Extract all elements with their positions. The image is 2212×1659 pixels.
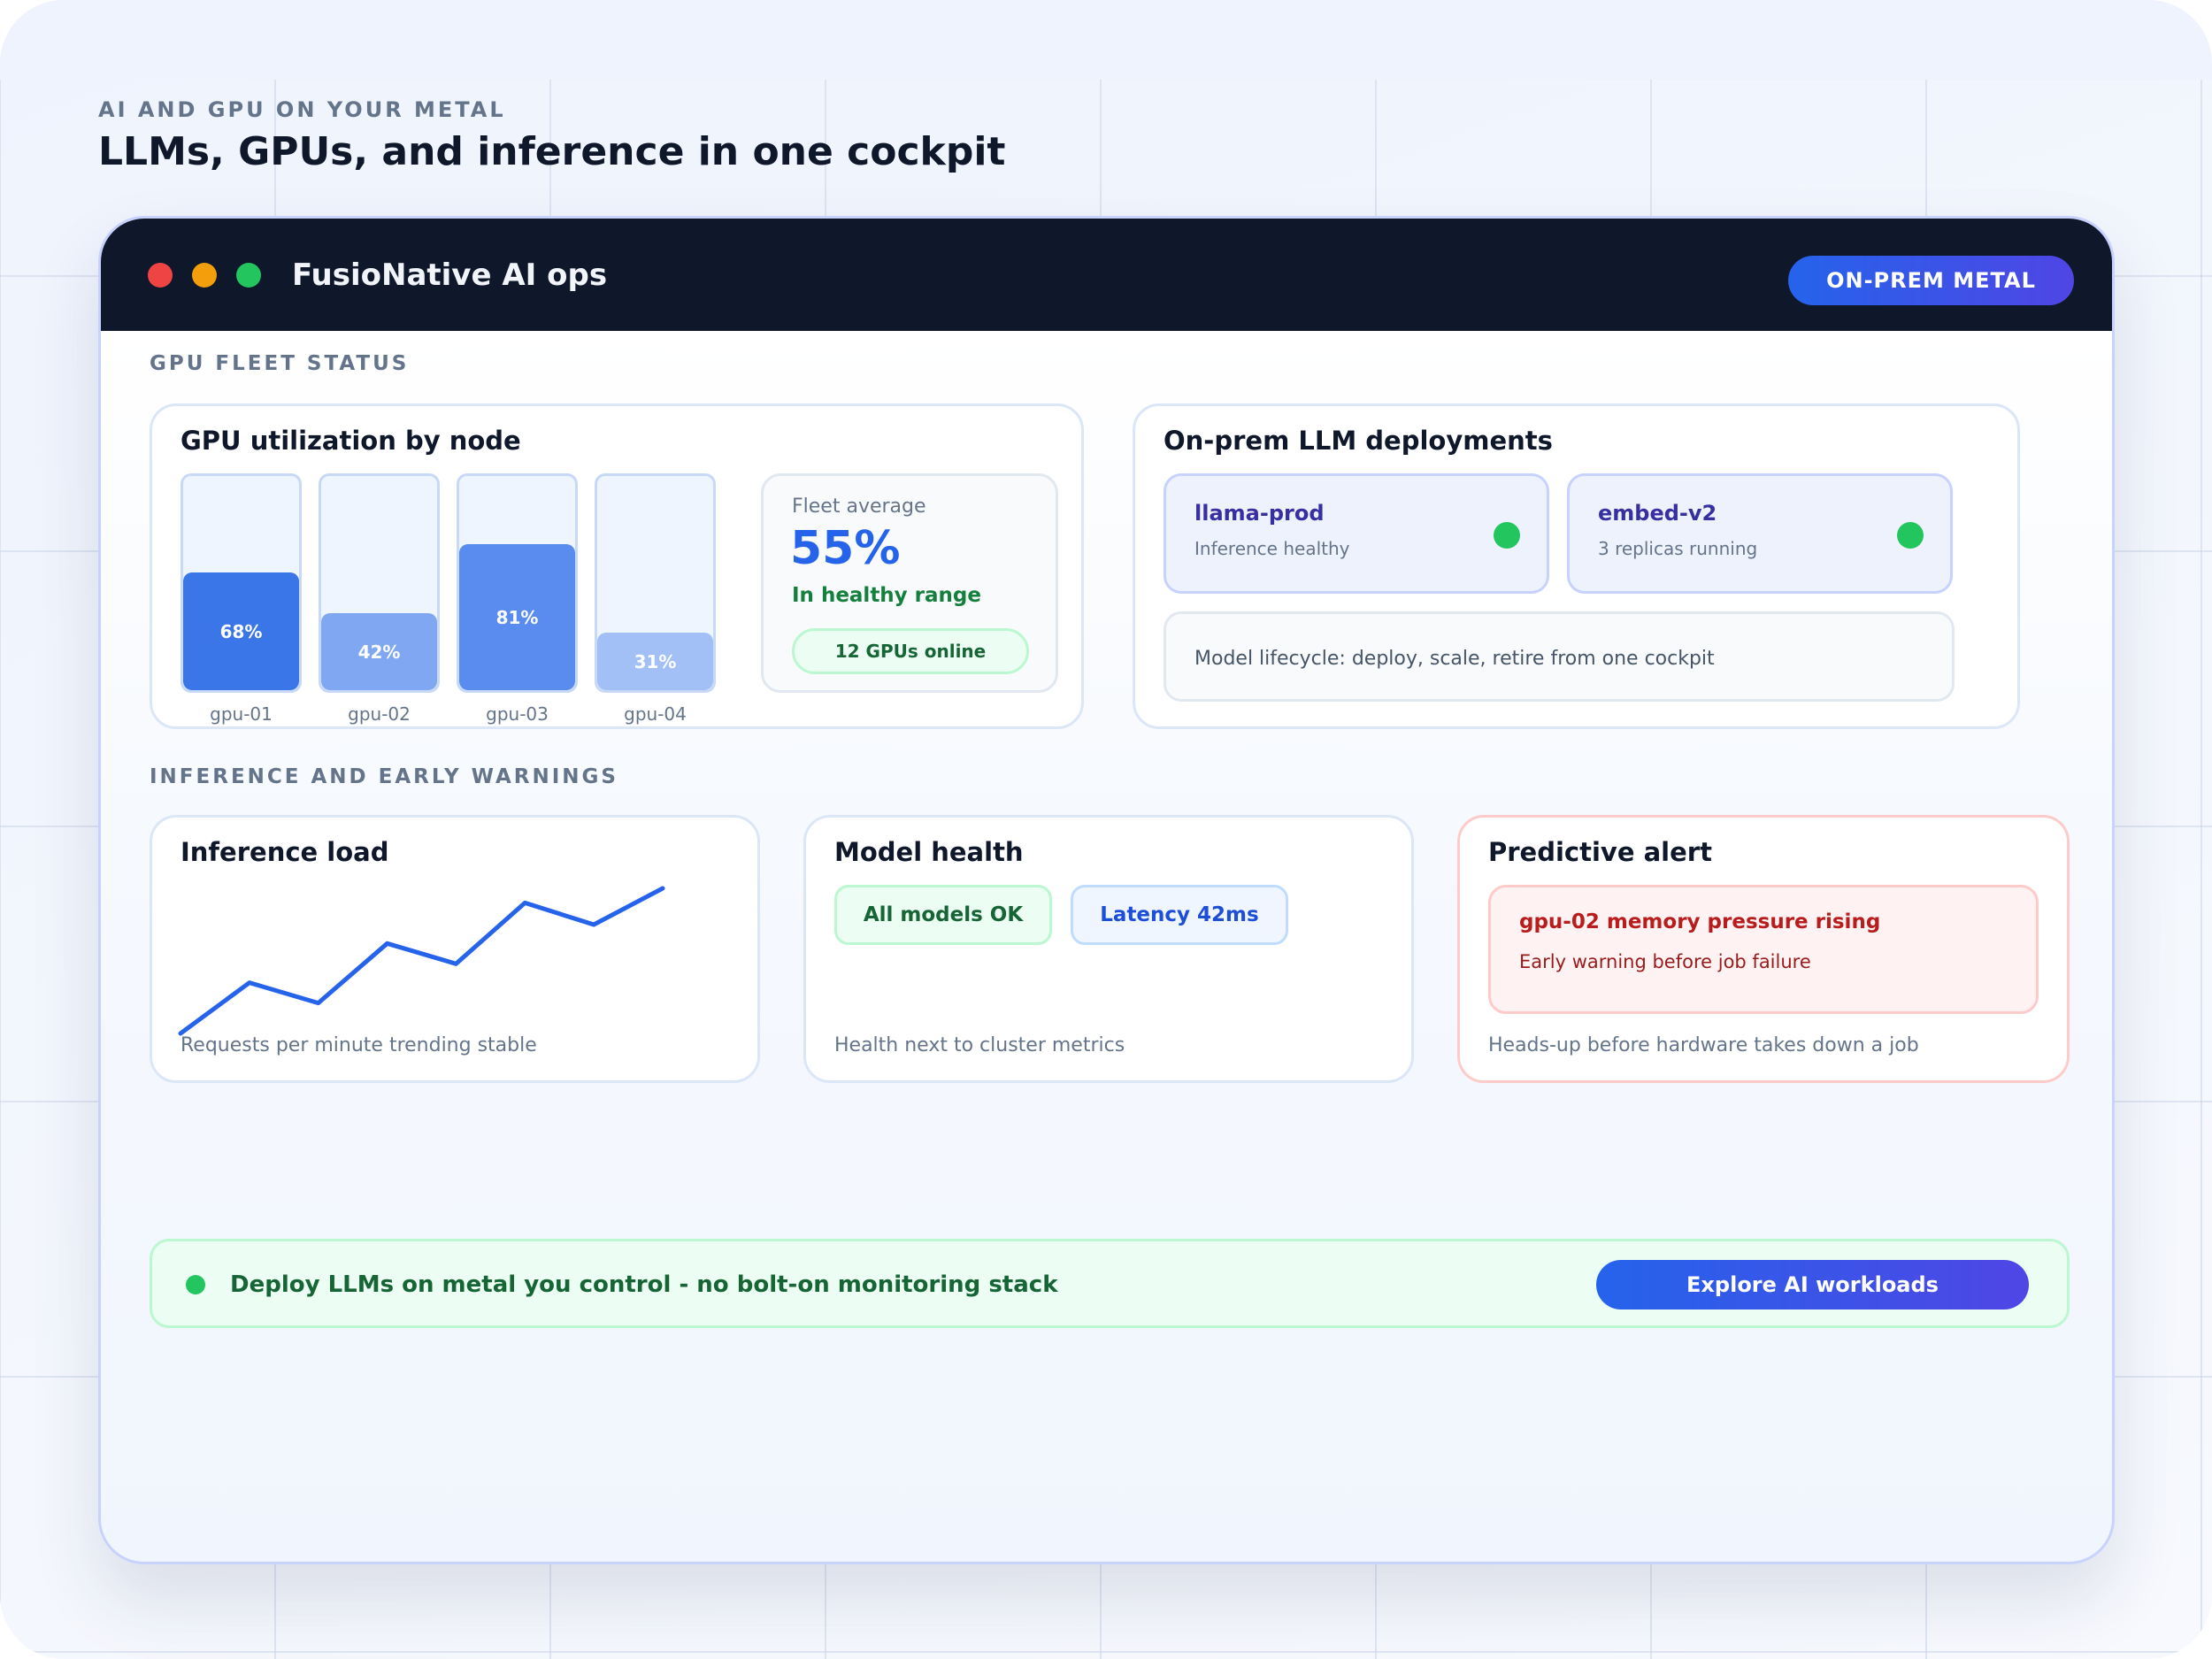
- deployment-name: llama-prod: [1194, 501, 1325, 526]
- maximize-window-button[interactable]: [236, 263, 261, 288]
- deployment-status: 3 replicas running: [1598, 538, 1758, 559]
- alert-item-title: gpu-02 memory pressure rising: [1519, 910, 1881, 933]
- predictive-alert-card: Predictive alert gpu-02 memory pressure …: [1457, 815, 2070, 1083]
- gpu-utilization-card: GPU utilization by node 68% gpu-01 42% gpu-…: [150, 403, 1084, 729]
- background-grid-mask: [0, 0, 2212, 80]
- inference-load-title: Inference load: [180, 837, 389, 867]
- hero-eyebrow: AI AND GPU ON YOUR METAL: [98, 97, 506, 122]
- minimize-window-button[interactable]: [192, 263, 217, 288]
- model-health-card: Model health All models OK Latency 42ms …: [803, 815, 1414, 1083]
- gpu-utilization-title: GPU utilization by node: [180, 426, 521, 456]
- hero-title: LLMs, GPUs, and inference in one cockpit: [98, 129, 1006, 174]
- gpu-bar-fill: 31%: [597, 633, 713, 690]
- inference-load-card: Inference load Requests per minute trend…: [150, 815, 760, 1083]
- gpu-bar-label: gpu-04: [624, 703, 687, 725]
- alert-item[interactable]: gpu-02 memory pressure rising Early warn…: [1488, 885, 2039, 1014]
- gpu-bar-fill: 42%: [321, 613, 437, 690]
- section-label-fleet: GPU FLEET STATUS: [150, 352, 410, 375]
- cta-banner: Deploy LLMs on metal you control - no bo…: [150, 1239, 2070, 1328]
- inference-load-caption: Requests per minute trending stable: [180, 1034, 537, 1056]
- fleet-average-panel: Fleet average 55% In healthy range 12 GP…: [761, 473, 1058, 693]
- gpu-bar-value: 81%: [495, 606, 539, 628]
- gpu-bar-value: 42%: [357, 641, 401, 663]
- window-titlebar: FusioNative AI ops ON-PREM METAL: [101, 219, 2112, 331]
- gpu-bar-fill: 68%: [183, 572, 299, 690]
- dashboard-content: GPU FLEET STATUS GPU utilization by node…: [101, 331, 2112, 1562]
- model-health-caption: Health next to cluster metrics: [834, 1034, 1125, 1056]
- model-lifecycle-panel: Model lifecycle: deploy, scale, retire f…: [1164, 611, 1955, 702]
- deployment-card-embed-v2[interactable]: embed-v2 3 replicas running: [1567, 473, 1953, 594]
- gpu-bar-value: 68%: [219, 620, 263, 642]
- inference-trend-chart: [178, 886, 665, 1036]
- deployment-card-llama-prod[interactable]: llama-prod Inference healthy: [1164, 473, 1549, 594]
- status-dot-icon: [1897, 522, 1924, 549]
- status-dot-icon: [1494, 522, 1520, 549]
- predictive-alert-title: Predictive alert: [1488, 837, 1712, 867]
- section-label-inference: INFERENCE AND EARLY WARNINGS: [150, 765, 618, 788]
- gpu-bar-label: gpu-03: [486, 703, 549, 725]
- gpu-bar-fill: 81%: [459, 544, 575, 690]
- gpu-bar-label: gpu-02: [348, 703, 411, 725]
- app-title: FusioNative AI ops: [292, 257, 608, 293]
- gpu-bar-gpu-03: 81%: [457, 473, 578, 693]
- environment-badge: ON-PREM METAL: [1788, 256, 2074, 305]
- fleet-average-note: In healthy range: [792, 584, 981, 607]
- gpu-bar-gpu-02: 42%: [319, 473, 440, 693]
- gpu-bar-value: 31%: [634, 650, 677, 672]
- inference-trend-line: [178, 886, 665, 1036]
- predictive-alert-caption: Heads-up before hardware takes down a jo…: [1488, 1034, 1919, 1056]
- alert-item-detail: Early warning before job failure: [1519, 951, 1811, 972]
- app-window: FusioNative AI ops ON-PREM METAL GPU FLE…: [98, 216, 2115, 1564]
- fleet-average-value: 55%: [790, 522, 901, 575]
- gpu-bar-gpu-04: 31%: [595, 473, 716, 693]
- all-models-ok-chip: All models OK: [834, 885, 1052, 945]
- llm-deployments-title: On-prem LLM deployments: [1164, 426, 1553, 456]
- gpu-bar-gpu-01: 68%: [180, 473, 302, 693]
- explore-ai-workloads-button[interactable]: Explore AI workloads: [1596, 1260, 2029, 1310]
- latency-chip: Latency 42ms: [1071, 885, 1288, 945]
- cta-text: Deploy LLMs on metal you control - no bo…: [230, 1271, 1058, 1298]
- deployment-name: embed-v2: [1598, 501, 1717, 526]
- deployment-status: Inference healthy: [1194, 538, 1350, 559]
- status-dot-icon: [186, 1275, 205, 1294]
- fleet-average-label: Fleet average: [792, 495, 926, 518]
- gpu-bar-label: gpu-01: [210, 703, 273, 725]
- model-lifecycle-text: Model lifecycle: deploy, scale, retire f…: [1194, 648, 1715, 670]
- llm-deployments-card: On-prem LLM deployments llama-prod Infer…: [1133, 403, 2020, 729]
- close-window-button[interactable]: [148, 263, 173, 288]
- model-health-title: Model health: [834, 837, 1024, 867]
- gpus-online-pill: 12 GPUs online: [792, 628, 1029, 674]
